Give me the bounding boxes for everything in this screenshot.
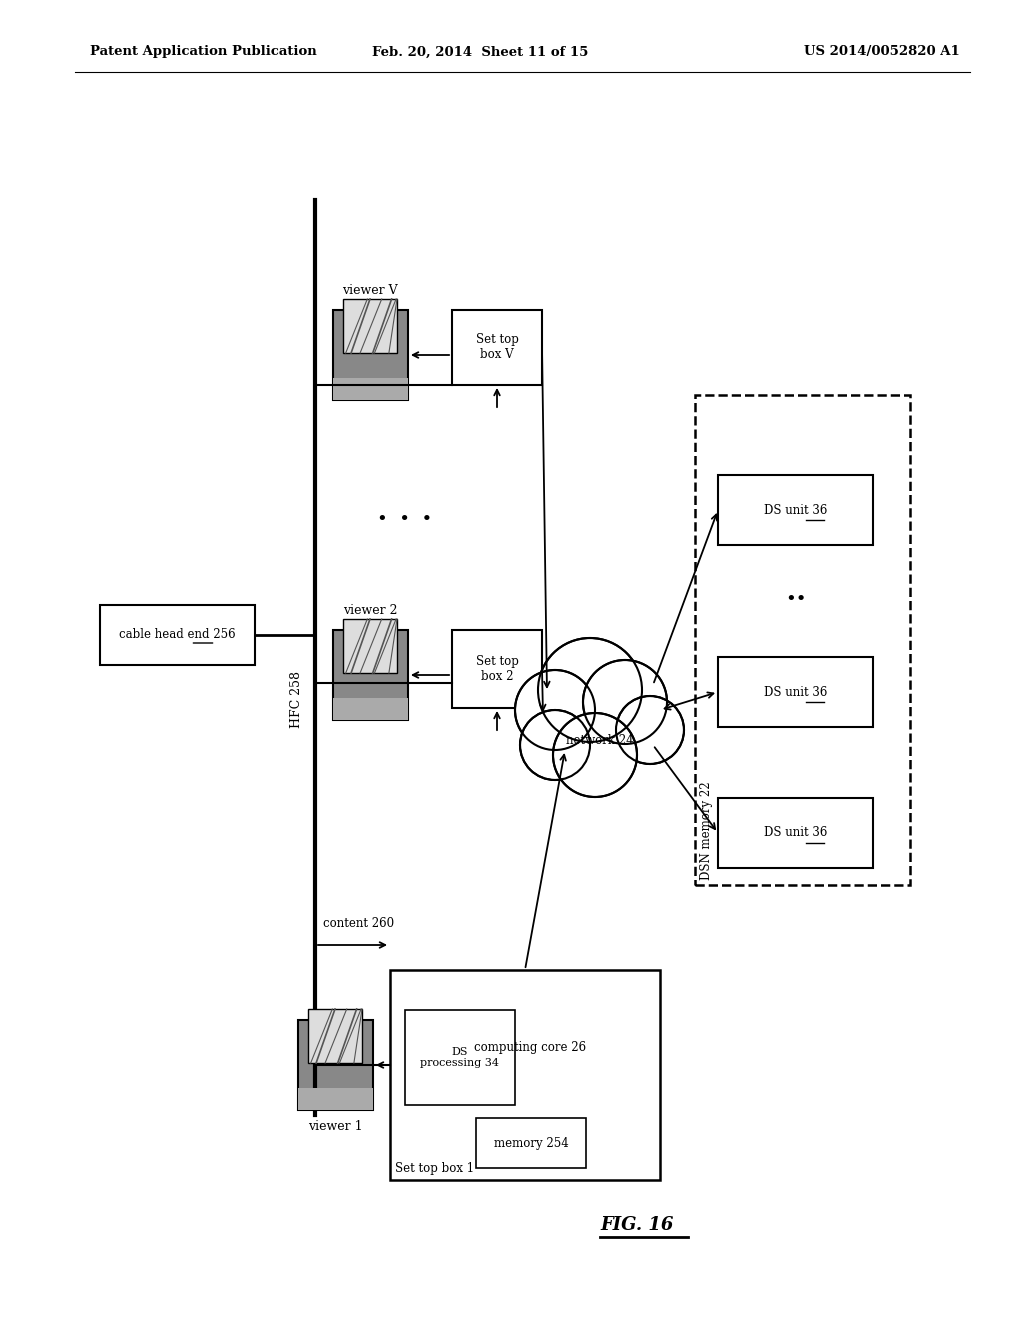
FancyBboxPatch shape [343,300,397,352]
Text: cable head end 256: cable head end 256 [119,628,236,642]
Circle shape [583,660,667,744]
Text: HFC 258: HFC 258 [290,672,303,729]
Text: DS unit 36: DS unit 36 [764,503,827,516]
FancyBboxPatch shape [718,475,873,545]
FancyBboxPatch shape [452,630,542,708]
FancyBboxPatch shape [298,1088,373,1110]
FancyBboxPatch shape [406,1010,515,1105]
Text: ••: •• [784,591,806,609]
Text: computing core 26: computing core 26 [474,1041,586,1053]
FancyBboxPatch shape [452,310,542,385]
FancyBboxPatch shape [695,395,910,884]
FancyBboxPatch shape [343,619,397,673]
Text: •  •  •: • • • [378,511,432,529]
FancyBboxPatch shape [333,310,408,400]
Text: FIG. 16: FIG. 16 [600,1216,674,1234]
Text: DS
processing 34: DS processing 34 [421,1047,500,1068]
Circle shape [553,713,637,797]
Text: DS unit 36: DS unit 36 [764,685,827,698]
FancyBboxPatch shape [333,378,408,400]
FancyBboxPatch shape [308,1008,362,1063]
Text: viewer 1: viewer 1 [307,1119,362,1133]
FancyBboxPatch shape [390,970,660,1180]
FancyBboxPatch shape [333,697,408,719]
FancyBboxPatch shape [100,605,255,665]
Circle shape [520,710,590,780]
Text: Patent Application Publication: Patent Application Publication [90,45,316,58]
Text: US 2014/0052820 A1: US 2014/0052820 A1 [804,45,961,58]
Text: Set top box 1: Set top box 1 [395,1162,474,1175]
Text: network 24: network 24 [566,734,634,747]
Text: DSN memory 22: DSN memory 22 [700,781,713,880]
Circle shape [515,671,595,750]
Circle shape [616,696,684,764]
Text: Set top
box 2: Set top box 2 [475,655,518,682]
Text: viewer V: viewer V [342,284,397,297]
Text: viewer 2: viewer 2 [343,605,397,616]
FancyBboxPatch shape [718,799,873,869]
FancyBboxPatch shape [718,657,873,727]
Circle shape [538,638,642,742]
FancyBboxPatch shape [333,630,408,719]
Text: Feb. 20, 2014  Sheet 11 of 15: Feb. 20, 2014 Sheet 11 of 15 [372,45,588,58]
Text: content 260: content 260 [323,917,394,931]
FancyBboxPatch shape [298,1020,373,1110]
Text: memory 254: memory 254 [494,1137,568,1150]
FancyBboxPatch shape [476,1118,586,1168]
Text: DS unit 36: DS unit 36 [764,826,827,840]
Text: Set top
box V: Set top box V [475,334,518,362]
